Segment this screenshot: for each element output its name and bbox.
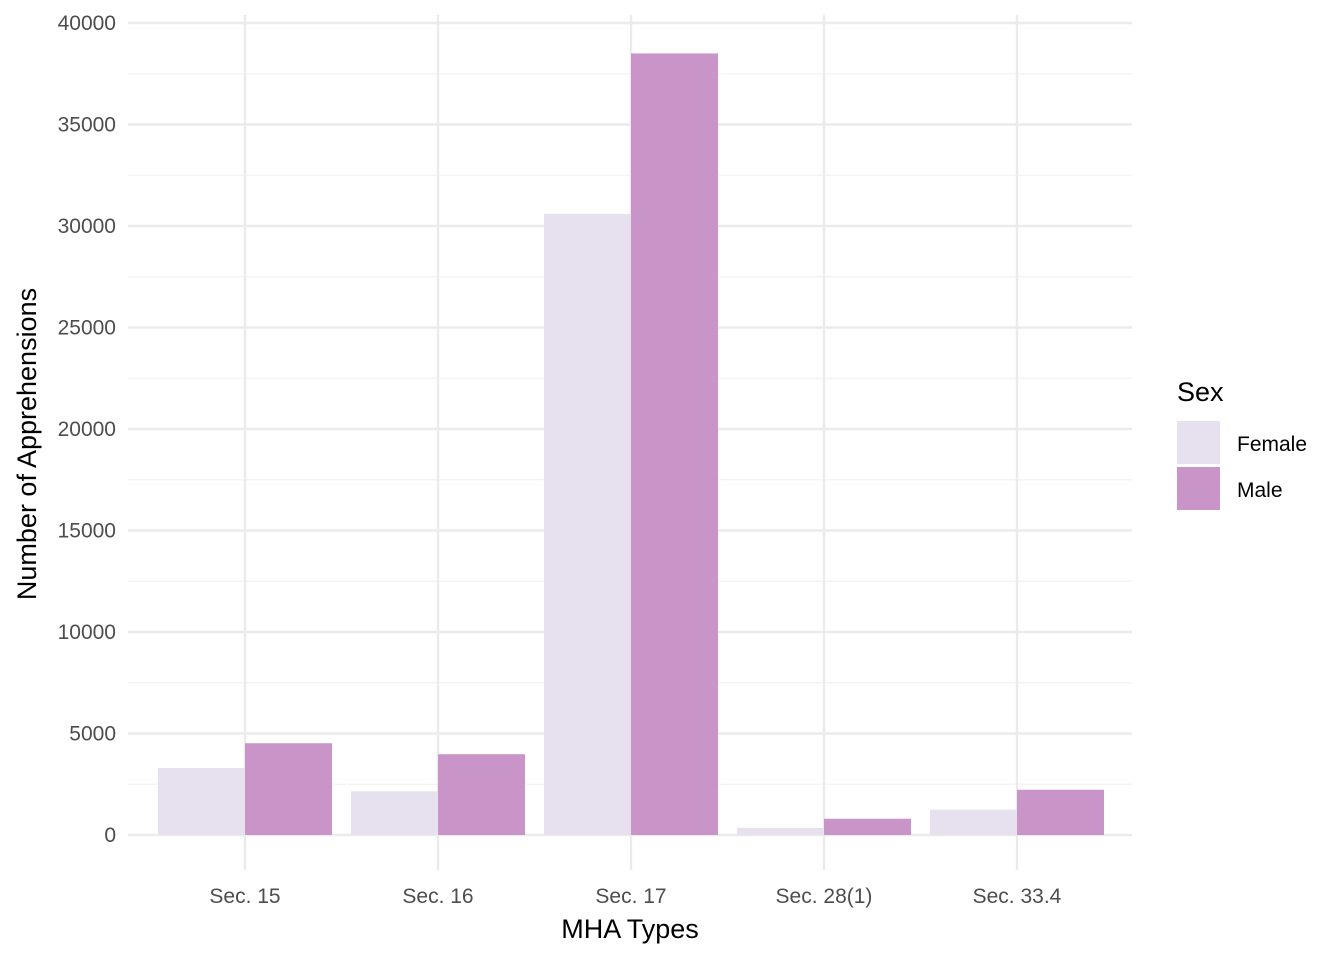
- y-axis-title: Number of Apprehensions: [12, 288, 42, 600]
- bar-male: [824, 818, 911, 835]
- bar-male: [245, 743, 332, 835]
- x-tick-label: Sec. 15: [209, 885, 280, 908]
- bar-female: [544, 213, 631, 835]
- y-tick-label: 5000: [69, 723, 116, 746]
- x-axis-ticks: Sec. 15 Sec. 16 Sec. 17 Sec. 28(1) Sec. 33.4: [209, 885, 1061, 908]
- y-tick-label: 10000: [58, 621, 116, 644]
- legend-swatch: [1177, 421, 1220, 464]
- bar-female: [158, 768, 245, 835]
- legend-label: Female: [1237, 433, 1307, 456]
- x-tick-label: Sec. 28(1): [776, 885, 873, 908]
- y-tick-label: 30000: [58, 215, 116, 238]
- bar-male: [631, 53, 718, 835]
- bar-female: [737, 827, 824, 835]
- legend: Sex Female Male: [1177, 377, 1307, 510]
- legend-label: Male: [1237, 479, 1283, 502]
- y-tick-label: 25000: [58, 317, 116, 340]
- bar-female: [351, 791, 438, 835]
- bar-male: [438, 754, 525, 835]
- bars: [158, 53, 1104, 835]
- x-axis-title: MHA Types: [561, 914, 699, 944]
- bar-male: [1017, 789, 1104, 835]
- y-axis-ticks: 0 5000 10000 15000 20000 25000 30000 35000 40000: [58, 12, 116, 847]
- legend-title: Sex: [1177, 377, 1224, 407]
- x-tick-label: Sec. 16: [402, 885, 473, 908]
- x-tick-label: Sec. 17: [595, 885, 666, 908]
- bar-female: [930, 809, 1017, 835]
- y-tick-label: 35000: [58, 114, 116, 137]
- x-tick-label: Sec. 33.4: [973, 885, 1062, 908]
- y-tick-label: 0: [104, 824, 116, 847]
- y-tick-label: 40000: [58, 12, 116, 35]
- y-tick-label: 20000: [58, 418, 116, 441]
- y-tick-label: 15000: [58, 520, 116, 543]
- legend-swatch: [1177, 467, 1220, 510]
